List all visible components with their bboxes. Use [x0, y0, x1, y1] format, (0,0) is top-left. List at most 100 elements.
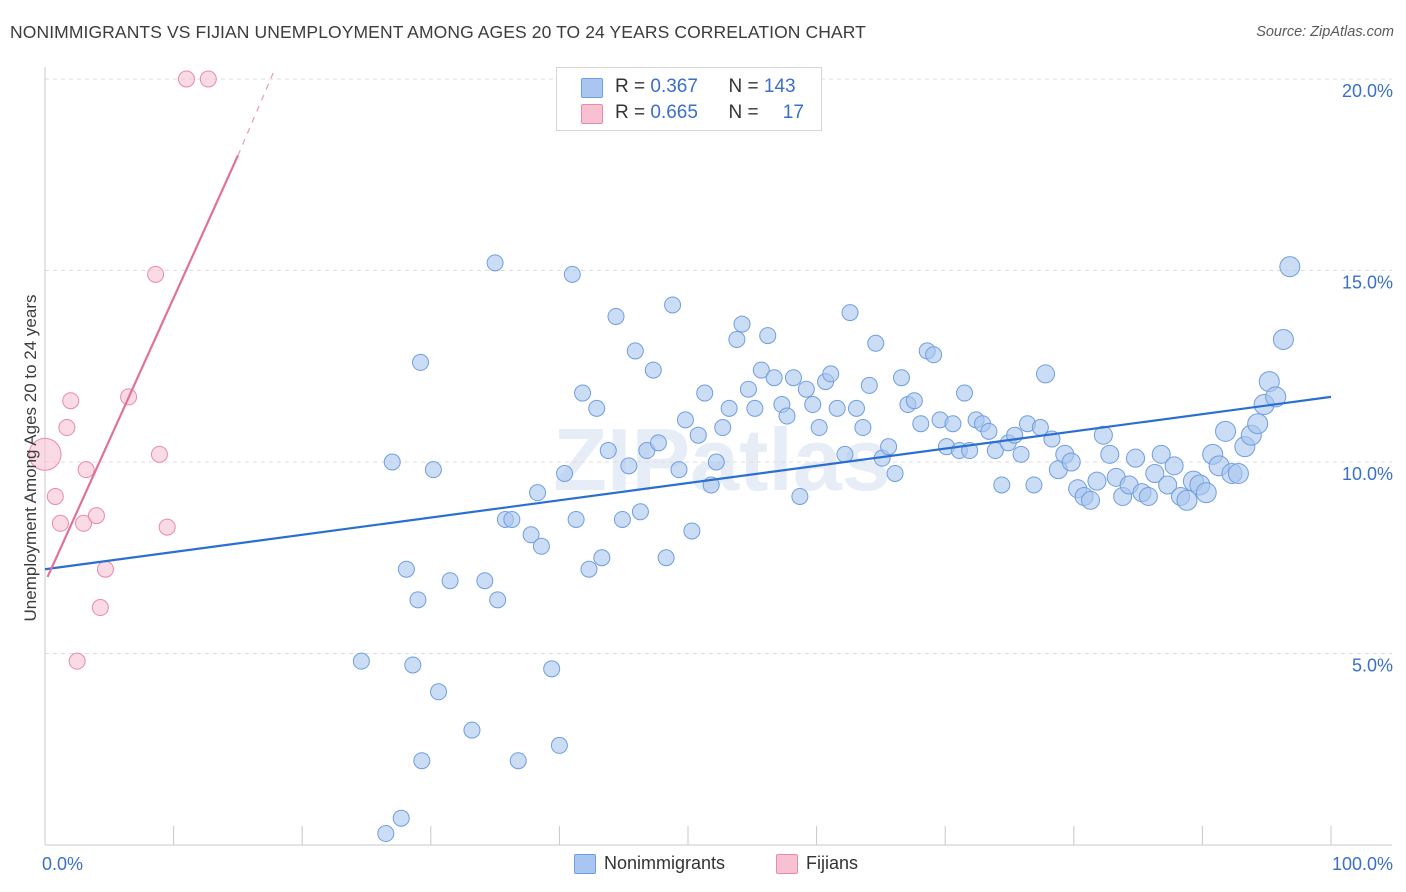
nonimmigrant-point [720, 399, 738, 417]
nonimmigrant-point [657, 549, 675, 567]
legend-n-label: N = [728, 76, 759, 97]
nonimmigrant-point [1164, 456, 1184, 476]
nonimmigrant-point [392, 809, 410, 827]
nonimmigrant-point [489, 591, 507, 609]
nonimmigrant-point [1012, 445, 1030, 463]
fijian-point [28, 437, 62, 471]
y-tick-label: 10.0% [1342, 464, 1393, 484]
nonimmigrant-point [778, 407, 796, 425]
fijians-trend-extension [237, 71, 275, 156]
nonimmigrant-point [649, 434, 667, 452]
fijian-point [51, 514, 69, 532]
nonimmigrant-point [486, 254, 504, 272]
nonimmigrant-point [430, 683, 448, 701]
nonimmigrant-point [1227, 462, 1249, 484]
nonimmigrant-point [905, 392, 923, 410]
nonimmigrant-point [413, 752, 431, 770]
nonimmigrant-point [1138, 486, 1158, 506]
nonimmigrant-point [1025, 476, 1043, 494]
fijian-point [91, 599, 109, 617]
nonimmigrant-point [1126, 448, 1146, 468]
nonimmigrant-point [543, 660, 561, 678]
nonimmigrant-point [626, 342, 644, 360]
nonimmigrant-point [409, 591, 427, 609]
nonimmigrant-point [676, 411, 694, 429]
bottom-legend-nonimmigrants: Nonimmigrants [574, 852, 754, 876]
fijian-point [62, 392, 80, 410]
nonimmigrant-point [836, 445, 854, 463]
legend-swatch-nonimmigrants [581, 78, 603, 98]
nonimmigrant-point [980, 422, 998, 440]
nonimmigrant-point [1151, 444, 1171, 464]
nonimmigrant-point [759, 327, 777, 345]
legend-n-value: 17 [782, 102, 804, 123]
nonimmigrant-point [752, 361, 770, 379]
nonimmigrant-point [944, 415, 962, 433]
nonimmigrant-point [739, 380, 757, 398]
nonimmigrant-point [955, 384, 973, 402]
fijian-point [147, 265, 165, 283]
bottom-legend-label: Fijians [806, 853, 859, 873]
nonimmigrant-point [404, 656, 422, 674]
nonimmigrant-point [563, 265, 581, 283]
nonimmigrant-point [1036, 364, 1056, 384]
nonimmigrant-point [912, 415, 930, 433]
y-tick-label: 20.0% [1342, 81, 1393, 101]
nonimmigrant-point [804, 396, 822, 414]
nonimmigrant-point [1279, 256, 1301, 278]
nonimmigrant-point [574, 384, 592, 402]
fijian-point [46, 487, 64, 505]
nonimmigrant-point [797, 380, 815, 398]
nonimmigrant-point [886, 464, 904, 482]
nonimmigrant-point [746, 399, 764, 417]
nonimmigrant-point [463, 721, 481, 739]
nonimmigrant-point [532, 537, 550, 555]
legend-swatch-fijians [581, 104, 603, 124]
nonimmigrant-point [925, 346, 943, 364]
fijian-point [177, 70, 195, 88]
nonimmigrant-point [424, 461, 442, 479]
bottom-legend-swatch-nonimmigrants [574, 854, 596, 874]
nonimmigrant-point [765, 369, 783, 387]
gridlines [45, 78, 1392, 654]
trend-lines [44, 71, 1332, 578]
nonimmigrant-point [1272, 328, 1294, 350]
bottom-legend-label: Nonimmigrants [604, 853, 726, 873]
fijian-point [77, 461, 95, 479]
nonimmigrants-trend-line [44, 395, 1332, 571]
nonimmigrant-point [580, 560, 598, 578]
nonimmigrant-point [522, 526, 540, 544]
nonimmigrant-point [593, 549, 611, 567]
fijian-point [68, 652, 86, 670]
legend-r-value: 0.665 [650, 102, 698, 123]
nonimmigrant-point [441, 572, 459, 590]
nonimmigrant-point [1093, 425, 1113, 445]
nonimmigrant-point [631, 503, 649, 521]
nonimmigrant-point [529, 484, 547, 502]
nonimmigrants-points [352, 254, 1301, 843]
legend-r-label: R = [615, 76, 646, 97]
nonimmigrant-point [588, 399, 606, 417]
nonimmigrant-point [383, 453, 401, 471]
nonimmigrant-point [822, 365, 840, 383]
nonimmigrant-point [1087, 471, 1107, 491]
nonimmigrant-point [1176, 489, 1198, 511]
fijian-point [58, 419, 76, 437]
nonimmigrant-point [397, 560, 415, 578]
bottom-legend-fijians: Fijians [776, 852, 886, 876]
legend-n-value: 143 [763, 76, 796, 97]
nonimmigrant-point [854, 419, 872, 437]
nonimmigrant-point [841, 304, 859, 322]
nonimmigrant-point [607, 307, 625, 325]
nonimmigrant-point [377, 825, 395, 843]
nonimmigrant-point [476, 572, 494, 590]
legend-r-label: R = [615, 102, 646, 123]
nonimmigrant-point [683, 522, 701, 540]
nonimmigrant-point [1145, 463, 1165, 483]
chart-title: NONIMMIGRANTS VS FIJIAN UNEMPLOYMENT AMO… [10, 22, 866, 42]
nonimmigrant-point [1215, 420, 1237, 442]
nonimmigrant-point [620, 457, 638, 475]
nonimmigrant-point [847, 399, 865, 417]
nonimmigrant-point [791, 487, 809, 505]
